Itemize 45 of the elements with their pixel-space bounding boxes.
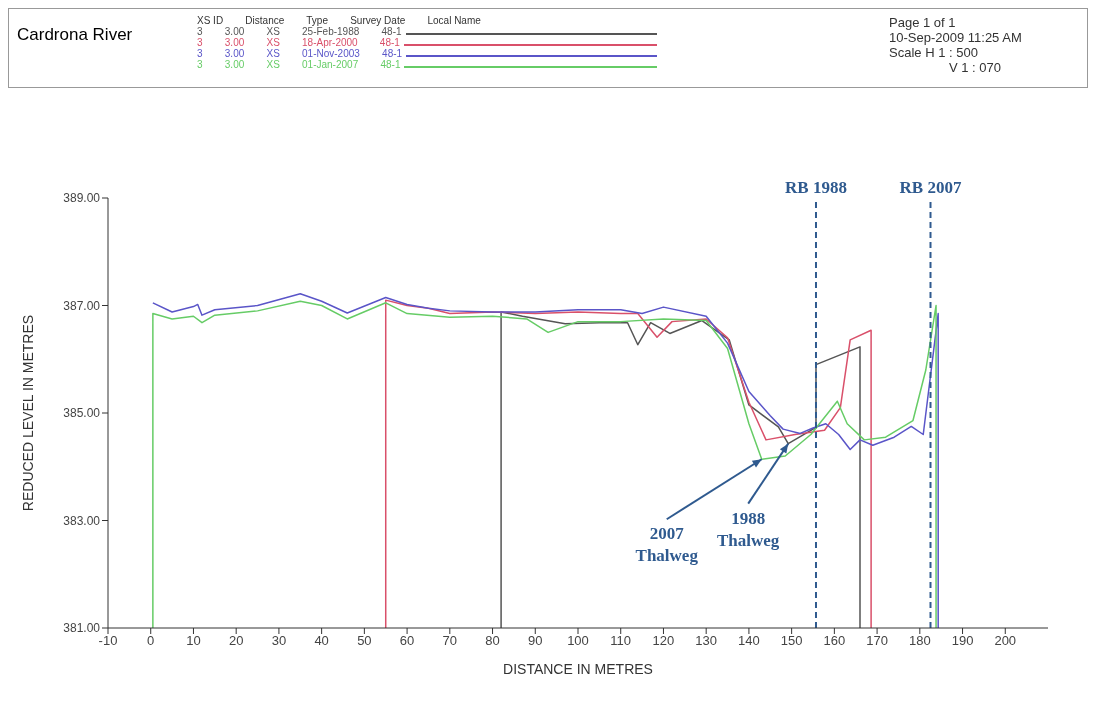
x-tick-label: 140 bbox=[738, 633, 760, 649]
chart-title: Cardrona River bbox=[17, 24, 134, 45]
x-tick-label: 200 bbox=[994, 633, 1017, 649]
x-tick-label: 130 bbox=[695, 633, 718, 649]
x-tick-label: 70 bbox=[442, 633, 458, 649]
text: Scale H 1 : 500 bbox=[889, 45, 979, 60]
x-tick-label: 180 bbox=[908, 633, 931, 649]
text: 10-Sep-2009 11:25 AM bbox=[889, 30, 1023, 45]
x-tick-label: 50 bbox=[357, 633, 372, 649]
y-tick-label: 381.00 bbox=[63, 621, 101, 636]
text: 3 3.00 XS 18-Apr-2000 48-1 bbox=[197, 37, 400, 48]
annotation: 1988 Thalweg bbox=[717, 508, 780, 550]
x-tick-label: 190 bbox=[951, 633, 974, 649]
y-tick-label: 385.00 bbox=[63, 406, 101, 421]
y-tick-label: 383.00 bbox=[63, 513, 101, 528]
x-tick-label: 150 bbox=[780, 633, 803, 649]
text: 3 3.00 XS 01-Nov-2003 48-1 bbox=[197, 48, 403, 59]
ref-line-label: RB 1988 bbox=[785, 178, 847, 197]
x-axis-title: DISTANCE IN METRES bbox=[503, 661, 653, 677]
x-tick-label: 90 bbox=[528, 633, 543, 649]
x-tick-label: 80 bbox=[485, 633, 500, 649]
text: 3 3.00 XS 25-Feb-1988 48-1 bbox=[197, 26, 402, 37]
x-tick-label: -10 bbox=[98, 633, 118, 649]
x-tick-label: 120 bbox=[652, 633, 675, 649]
line-series bbox=[500, 311, 861, 628]
y-axis-title: REDUCED LEVEL IN METRES bbox=[19, 314, 36, 512]
text: V 1 : 070 bbox=[948, 60, 1003, 75]
x-tick-label: 160 bbox=[823, 633, 846, 649]
x-tick-label: 170 bbox=[866, 633, 888, 649]
x-tick-label: 100 bbox=[567, 633, 589, 649]
text: 3 3.00 XS 01-Jan-2007 48-1 bbox=[197, 59, 401, 70]
ref-line-label: RB 2007 bbox=[899, 178, 962, 197]
x-tick-label: 20 bbox=[228, 633, 244, 649]
text: Page 1 of 1 bbox=[889, 15, 957, 30]
x-tick-label: 40 bbox=[314, 633, 329, 649]
x-tick-label: 0 bbox=[147, 633, 155, 649]
x-tick-label: 110 bbox=[610, 633, 632, 649]
x-tick-label: 60 bbox=[399, 633, 415, 649]
legend-title: XS ID Distance Type Survey Date Local Name bbox=[197, 15, 482, 26]
x-tick-label: 10 bbox=[186, 633, 201, 649]
y-tick-label: 389.00 bbox=[63, 191, 101, 206]
annotation: 2007 Thalweg bbox=[635, 524, 699, 566]
y-tick-label: 387.00 bbox=[63, 298, 101, 313]
x-tick-label: 30 bbox=[271, 633, 287, 649]
line-series bbox=[384, 299, 872, 628]
